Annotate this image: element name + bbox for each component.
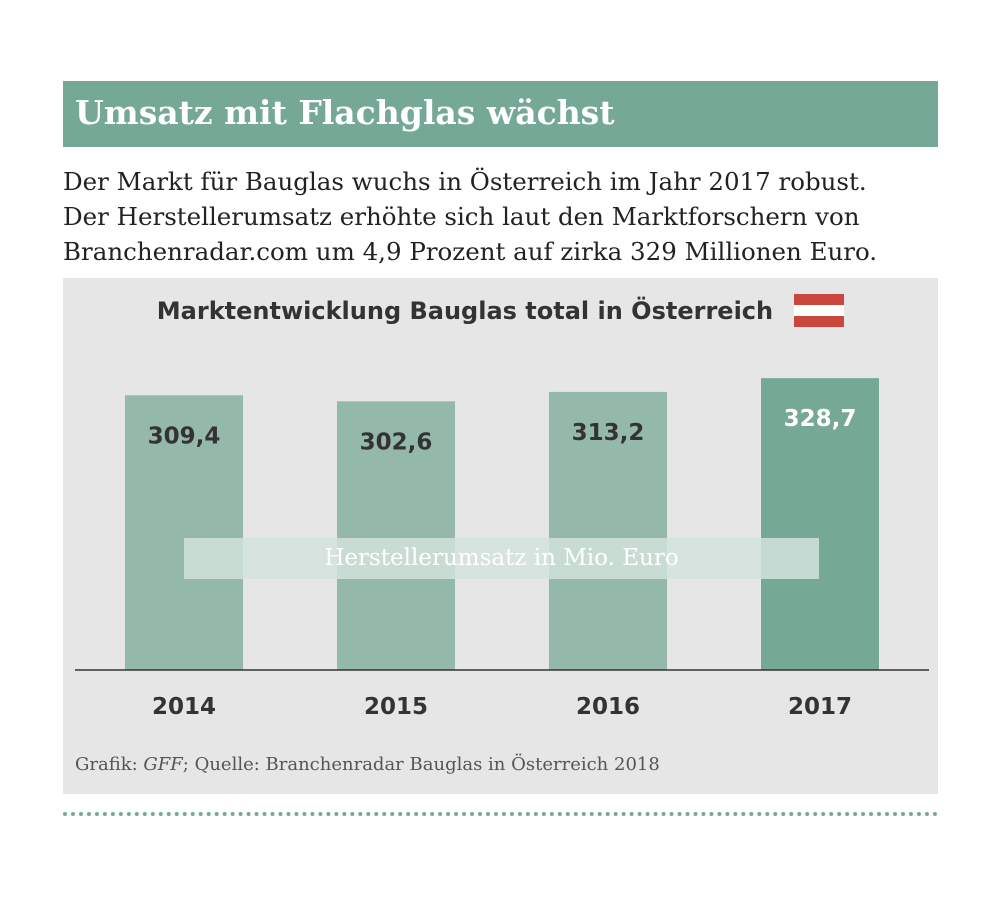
source-rest: ; Quelle: Branchenradar Bauglas in Öster…	[182, 754, 660, 775]
x-tick-2017: 2017	[788, 694, 852, 720]
chart-title: Marktentwicklung Bauglas total in Österr…	[156, 296, 774, 325]
value-label-2014: 309,4	[148, 423, 221, 449]
intro-line: Branchenradar.com um 4,9 Prozent auf zir…	[63, 237, 878, 266]
intro-line: Der Herstellerumsatz erhöhte sich laut d…	[63, 202, 860, 231]
x-tick-2014: 2014	[152, 694, 216, 720]
headline: Umsatz mit Flachglas wächst	[75, 93, 615, 132]
headline-bar: Umsatz mit Flachglas wächst	[63, 81, 938, 147]
flag-stripe-white	[794, 305, 845, 316]
series-label: Herstellerumsatz in Mio. Euro	[324, 545, 679, 571]
source-author: GFF	[143, 754, 183, 775]
flag-stripe-red	[794, 294, 845, 305]
bar-chart: 309,4 2014 302,6 2015 313,2 2016 328,7 2017	[75, 378, 929, 720]
source-prefix: Grafik:	[75, 754, 144, 775]
series-label-band: Herstellerumsatz in Mio. Euro	[184, 538, 819, 579]
x-tick-2015: 2015	[364, 694, 428, 720]
value-label-2017: 328,7	[784, 406, 857, 432]
source-note: Grafik: GFF; Quelle: Branchenradar Baugl…	[75, 754, 660, 775]
value-label-2016: 313,2	[572, 420, 645, 446]
bar-2017	[761, 378, 879, 670]
intro-line: Der Markt für Bauglas wuchs in Österreic…	[63, 167, 867, 196]
intro-text: Der Markt für Bauglas wuchs in Österreic…	[63, 164, 943, 269]
chart-panel: Marktentwicklung Bauglas total in Österr…	[63, 278, 938, 794]
bar-2016	[549, 391, 667, 670]
bar-2015	[337, 401, 455, 670]
bar-2014	[125, 395, 243, 670]
dotted-rule	[63, 812, 938, 816]
x-tick-2016: 2016	[576, 694, 640, 720]
chart-title-row: Marktentwicklung Bauglas total in Österr…	[63, 294, 938, 332]
flag-stripe-red	[794, 316, 845, 327]
austria-flag-icon	[794, 294, 845, 327]
value-label-2015: 302,6	[360, 429, 433, 455]
